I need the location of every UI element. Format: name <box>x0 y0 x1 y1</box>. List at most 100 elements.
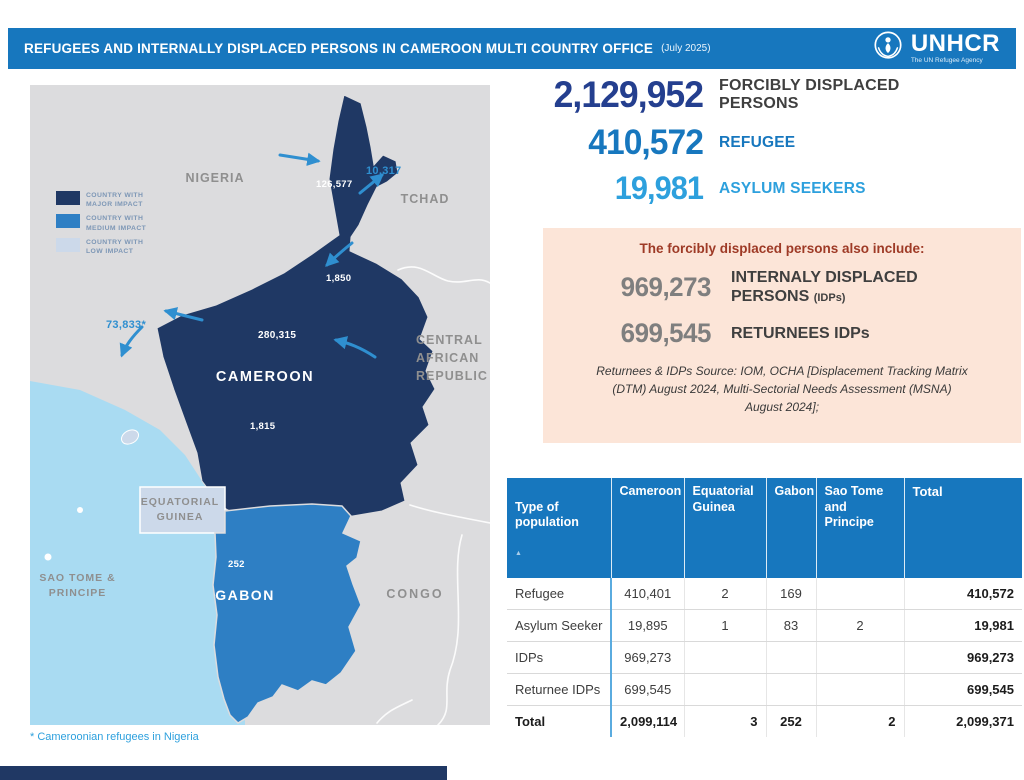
unhcr-logo: UNHCR The UN Refugee Agency <box>872 29 1000 68</box>
table-row-refugee: Refugee 410,401 2 169 410,572 <box>507 578 1022 611</box>
stat-value-refugee: 410,572 <box>588 123 704 162</box>
table-row-returnee-idps: Returnee IDPs 699,545 699,545 <box>507 673 1022 707</box>
label-sao-tome-principe: SAO TOME & PRINCIPE <box>39 572 116 600</box>
cell-cameroon: 699,545 <box>610 673 684 707</box>
legend-swatch-medium <box>56 214 80 229</box>
cell-label: IDPs <box>507 641 611 675</box>
figure-nigeria-border: 126,577 <box>316 179 353 190</box>
cell-total: 969,273 <box>903 641 1022 675</box>
label-cameroon: CAMEROON <box>215 369 315 385</box>
stat-returnees: 699,545 RETURNEES IDPs <box>561 318 1003 349</box>
stat-value-asylum-seekers: 19,981 <box>614 170 704 206</box>
cell-sao-tome: 2 <box>815 705 904 738</box>
cell-eq-guinea: 1 <box>683 609 766 643</box>
figure-east: 280,315 <box>258 330 297 341</box>
map-legend: COUNTRY WITH MAJOR IMPACT COUNTRY WITH M… <box>56 191 146 261</box>
figure-south: 1,815 <box>250 421 276 432</box>
column-cameroon[interactable]: Cameroon <box>611 478 685 579</box>
also-include-title: The forcibly displaced persons also incl… <box>639 241 925 256</box>
cell-sao-tome <box>815 578 904 611</box>
cell-gabon <box>765 673 816 707</box>
cell-cameroon: 19,895 <box>610 609 684 643</box>
cell-gabon: 169 <box>765 578 816 611</box>
cell-total: 2,099,371 <box>903 705 1022 738</box>
cell-total: 699,545 <box>903 673 1022 707</box>
legend-label-major: COUNTRY WITH MAJOR IMPACT <box>86 192 144 209</box>
header-bar: REFUGEES AND INTERNALLY DISPLACED PERSON… <box>8 28 1016 69</box>
cell-eq-guinea: 2 <box>683 578 766 611</box>
cell-label: Returnee IDPs <box>507 673 611 707</box>
column-type-of-population[interactable]: Type of population ▲ <box>507 478 612 579</box>
table-header-row: Type of population ▲ Cameroon Equatorial… <box>507 478 1022 579</box>
stat-forcibly-displaced: 2,129,952 FORCIBLY DISPLACED PERSONS <box>538 74 1020 116</box>
cell-gabon <box>765 641 816 675</box>
headline-stats: 2,129,952 FORCIBLY DISPLACED PERSONS 410… <box>538 74 1020 214</box>
report-period: (July 2025) <box>661 43 711 54</box>
idps-suffix: (IDPs) <box>813 292 846 305</box>
unhcr-tagline: The UN Refugee Agency <box>910 57 983 65</box>
source-note: Returnees & IDPs Source: IOM, OCHA [Disp… <box>596 364 968 415</box>
column-equatorial-guinea[interactable]: Equatorial Guinea <box>684 478 767 579</box>
table-row-idps: IDPs 969,273 969,273 <box>507 641 1022 675</box>
cell-gabon: 83 <box>765 609 816 643</box>
idps-label-text: INTERNALY DISPLACED PERSONS <box>731 269 918 306</box>
stat-label-returnees: RETURNEES IDPs <box>731 325 870 343</box>
legend-item-major: COUNTRY WITH MAJOR IMPACT <box>56 191 146 209</box>
cell-label: Refugee <box>507 578 611 611</box>
column-total[interactable]: Total <box>904 478 1022 579</box>
cell-cameroon: 2,099,114 <box>610 705 684 738</box>
also-include-box: The forcibly displaced persons also incl… <box>543 228 1021 443</box>
cell-sao-tome: 2 <box>815 609 904 643</box>
label-equatorial-guinea: EQUATORIAL GUINEA <box>140 496 220 524</box>
stat-label-refugee: REFUGEE <box>719 134 796 152</box>
column-type-of-population-label: Type of population <box>515 499 579 530</box>
label-congo: CONGO <box>386 587 444 601</box>
cell-sao-tome <box>815 641 904 675</box>
stat-idps: 969,273 INTERNALY DISPLACED PERSONS (IDP… <box>561 268 1003 306</box>
table-row-asylum-seeker: Asylum Seeker 19,895 1 83 2 19,981 <box>507 609 1022 643</box>
figure-tchad: 10,317 <box>366 165 402 177</box>
cell-label: Asylum Seeker <box>507 609 611 643</box>
cell-label: Total <box>515 714 546 730</box>
bottom-accent-bar <box>0 766 447 780</box>
stat-label-forcibly-displaced: FORCIBLY DISPLACED PERSONS <box>719 76 900 112</box>
population-table: Type of population ▲ Cameroon Equatorial… <box>507 478 1022 738</box>
stat-value-returnees: 699,545 <box>620 318 712 349</box>
footnote: * Cameroonian refugees in Nigeria <box>30 731 199 743</box>
legend-label-low: COUNTRY WITH LOW IMPACT <box>86 238 144 255</box>
stat-label-idps: INTERNALY DISPLACED PERSONS (IDPs) <box>731 268 918 306</box>
label-nigeria: NIGERIA <box>185 171 245 185</box>
figure-northeast: 1,850 <box>326 273 352 284</box>
legend-item-low: COUNTRY WITH LOW IMPACT <box>56 237 146 256</box>
cell-eq-guinea: 3 <box>683 705 766 738</box>
unhcr-emblem-icon <box>872 29 904 68</box>
cell-eq-guinea <box>683 641 766 675</box>
stat-value-forcibly-displaced: 2,129,952 <box>553 74 704 115</box>
cell-sao-tome <box>815 673 904 707</box>
cell-total: 410,572 <box>903 578 1022 611</box>
sort-ascending-icon: ▲ <box>515 549 522 557</box>
cell-gabon: 252 <box>765 705 816 738</box>
unhcr-wordmark: UNHCR <box>910 30 1000 58</box>
page-title: REFUGEES AND INTERNALLY DISPLACED PERSON… <box>24 41 654 56</box>
cell-cameroon: 410,401 <box>610 578 684 611</box>
column-sao-tome-principe[interactable]: Sao Tome and Principe <box>816 478 905 579</box>
figure-gabon: 252 <box>228 559 245 570</box>
stat-asylum-seekers: 19,981 ASYLUM SEEKERS <box>538 170 1020 207</box>
legend-label-medium: COUNTRY WITH MEDIUM IMPACT <box>86 215 147 232</box>
label-central-african-republic: CENTRAL AFRICAN REPUBLIC <box>416 333 488 384</box>
stat-value-idps: 969,273 <box>620 271 712 302</box>
stat-label-asylum-seekers: ASYLUM SEEKERS <box>719 179 866 197</box>
legend-item-medium: COUNTRY WITH MEDIUM IMPACT <box>56 214 146 232</box>
impact-map: COUNTRY WITH MAJOR IMPACT COUNTRY WITH M… <box>30 85 490 725</box>
label-gabon: GABON <box>215 587 275 603</box>
column-gabon[interactable]: Gabon <box>766 478 817 579</box>
legend-swatch-low <box>56 237 80 252</box>
legend-swatch-major <box>56 191 80 205</box>
figure-west: 73,833* <box>106 319 147 331</box>
label-tchad: TCHAD <box>400 192 450 206</box>
cell-total: 19,981 <box>903 609 1022 643</box>
cell-cameroon: 969,273 <box>610 641 684 675</box>
map-shapes <box>30 85 490 725</box>
